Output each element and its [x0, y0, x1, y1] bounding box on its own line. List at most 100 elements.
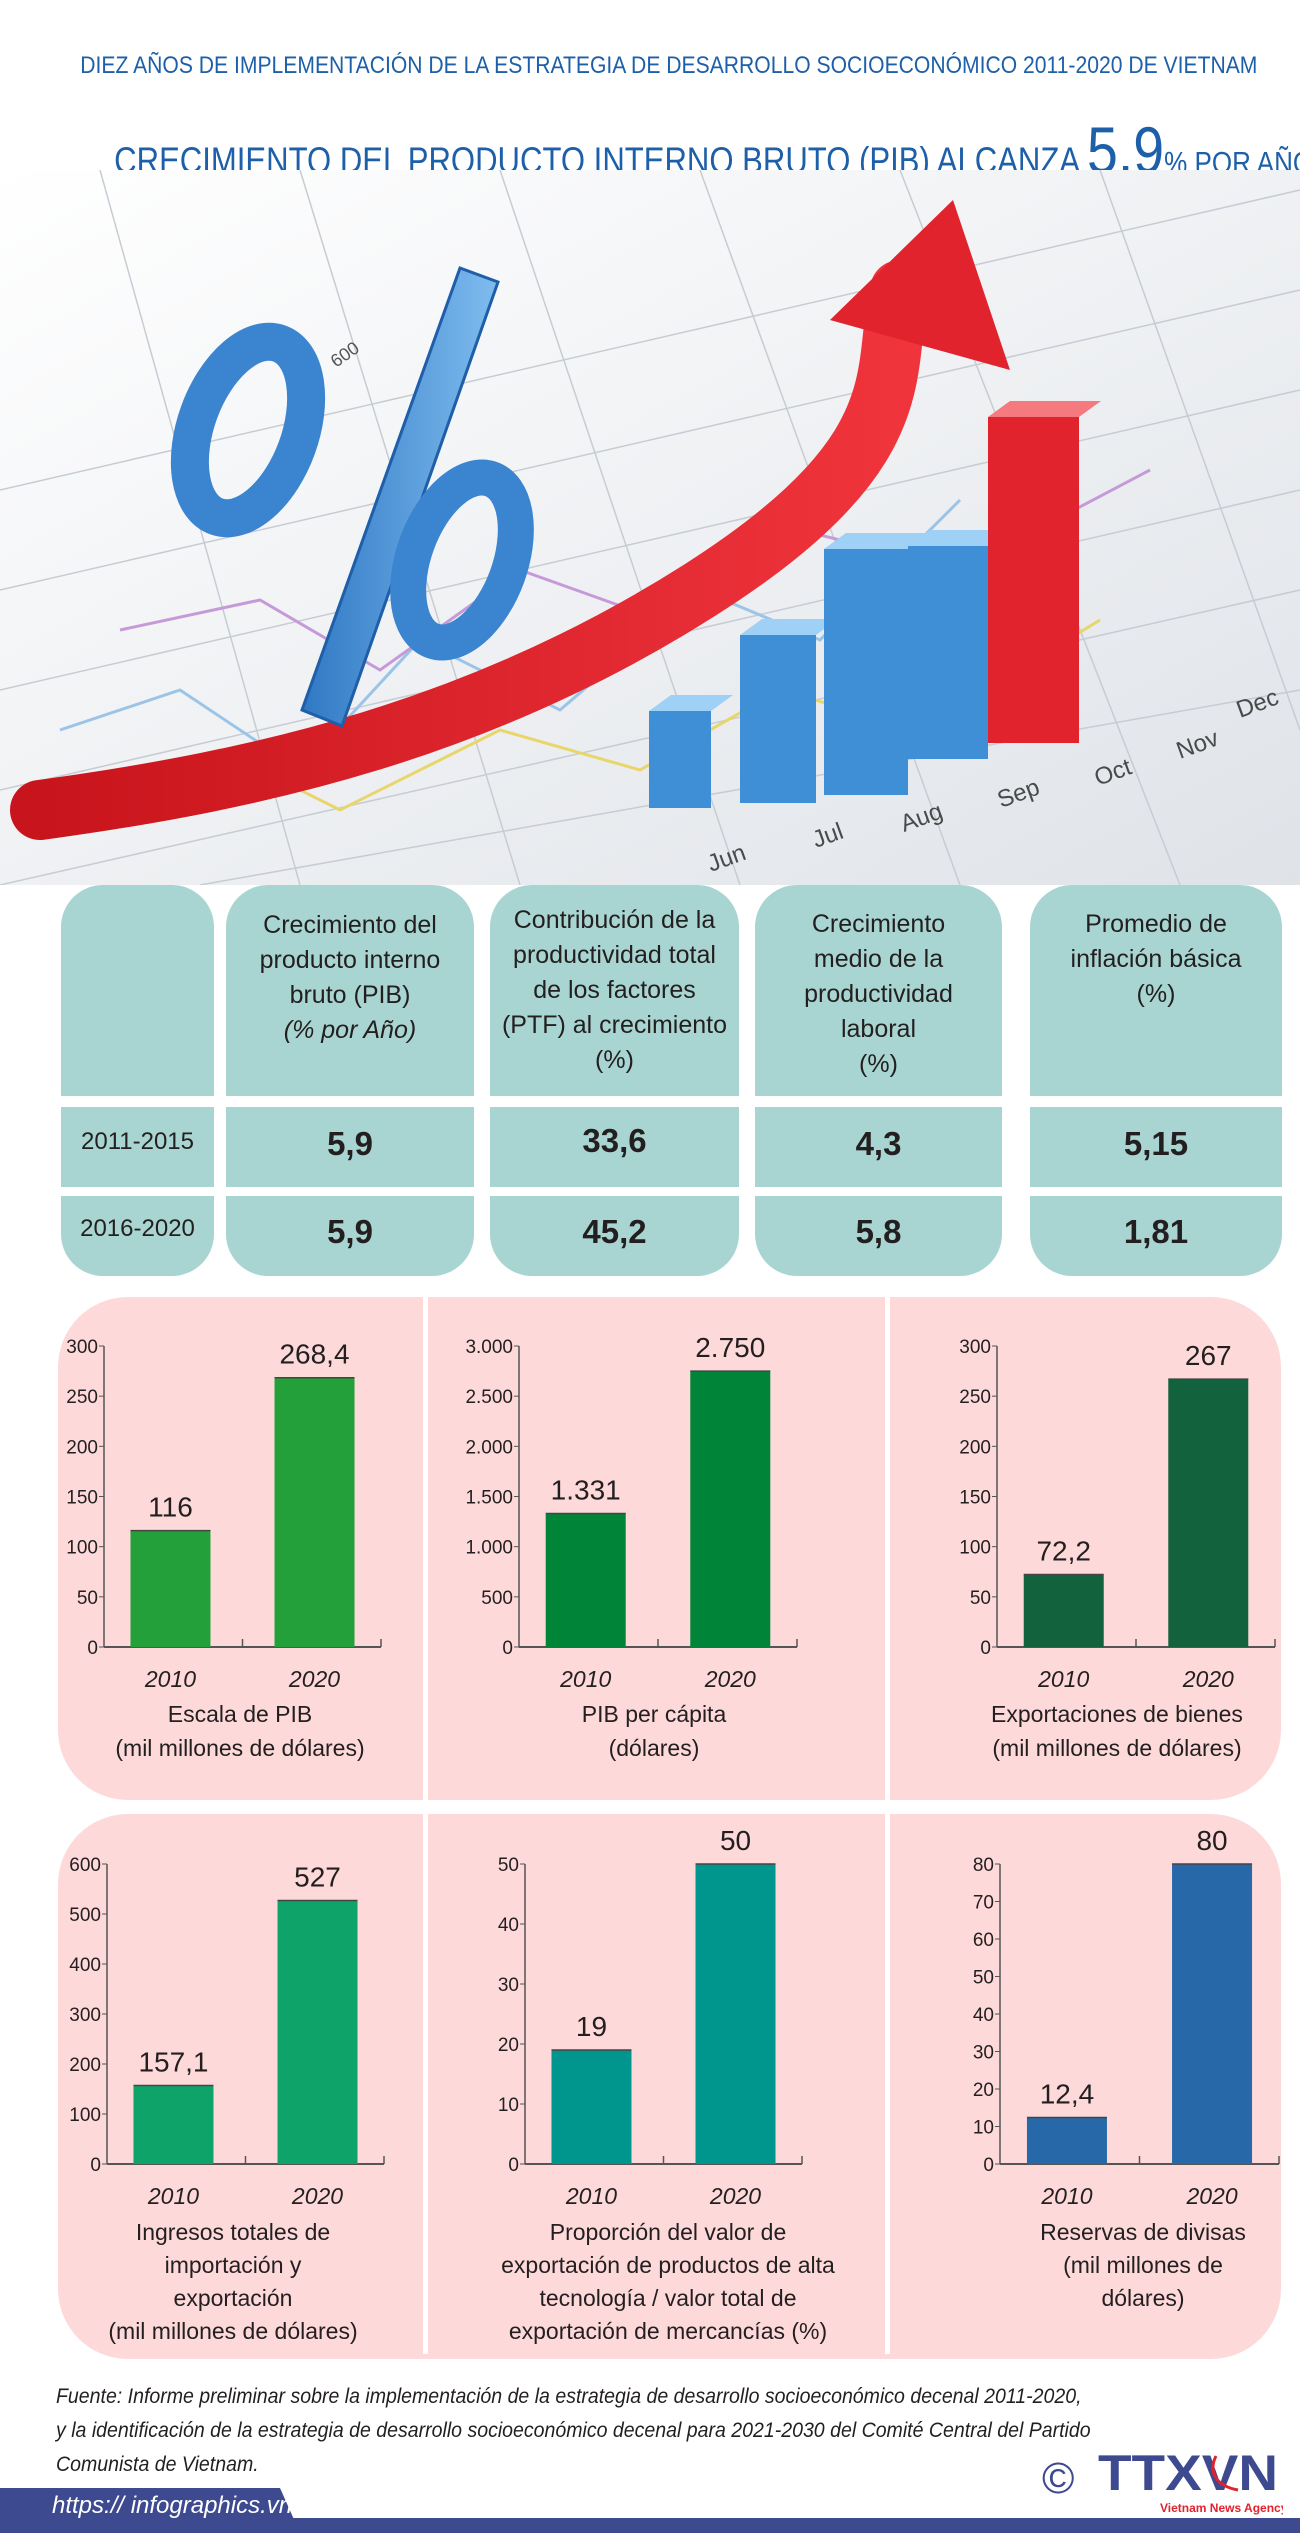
y-tick-label: 400: [69, 1955, 101, 1976]
y-tick-label: 150: [959, 1488, 991, 1509]
logo-text: TTXVN: [1098, 2446, 1278, 2501]
footer-url-link[interactable]: https:// infographics.vn: [52, 2492, 293, 2519]
chart-title-line: exportación: [174, 2285, 293, 2311]
bar-chart: 0 50 100 150 200 250 300 116 2010 268,4 2020 Escala…: [66, 1337, 382, 1761]
chart-title-line: dólares): [1101, 2285, 1184, 2311]
x-category-label: 2020: [1185, 2183, 1237, 2209]
bar-chart: 0 100 200 300 400 500 600 157,1 2010 527 2020 Ingre…: [69, 1855, 385, 2344]
chart-title-line: (mil millones de: [1063, 2252, 1223, 2278]
bar-value-label: 527: [294, 1862, 341, 1893]
bar-chart: 0 50 100 150 200 250 300 72,2 2010 267 2020 Exporta…: [959, 1337, 1276, 1761]
y-tick-label: 0: [983, 2155, 994, 2176]
y-tick-label: 500: [69, 1905, 101, 1926]
y-tick-label: 2.500: [465, 1387, 513, 1408]
chart-title-line: Ingresos totales de: [136, 2219, 330, 2245]
chart-title-line: exportación de productos de alta: [501, 2252, 835, 2278]
table-row-period: 2011-2015: [81, 1128, 194, 1155]
table-cell: 5,9: [327, 1213, 373, 1250]
bar: [1168, 1379, 1249, 1647]
footer-bar: [0, 2518, 1300, 2533]
x-category-label: 2010: [147, 2183, 199, 2209]
table-column-gdp-growth: [226, 885, 474, 1276]
table-cell: 5,8: [855, 1213, 902, 1250]
y-tick-label: 50: [498, 1855, 519, 1876]
chart-title-line: Proporción del valor de: [550, 2219, 787, 2245]
bar-chart: 0 10 20 30 40 50 19 2010 50 2020 Proporción del va…: [498, 1825, 835, 2344]
bar-value-label: 2.750: [695, 1332, 765, 1363]
panel-divider: [885, 1297, 890, 1800]
table-cell: 5,15: [1123, 1125, 1189, 1162]
table-divider: [58, 1187, 1288, 1196]
bar: [274, 1377, 355, 1647]
chart-title-line: Exportaciones de bienes: [991, 1701, 1243, 1727]
x-category-label: 2020: [1182, 1666, 1234, 1692]
chart-title-line: (mil millones de dólares): [992, 1735, 1241, 1761]
y-tick-label: 200: [959, 1437, 991, 1458]
table-column-tfp: [490, 885, 739, 1276]
y-tick-label: 80: [973, 1855, 994, 1876]
source-line: Comunista de Vietnam.: [56, 2453, 259, 2476]
bar-value-label: 50: [720, 1825, 751, 1856]
bar-chart: 0 10 20 30 40 50 60 70 80 12,4 2010 80 2020 Reservas …: [973, 1825, 1280, 2311]
chart-title-line: (mil millones de dólares): [108, 2318, 357, 2344]
x-category-label: 2010: [565, 2183, 617, 2209]
y-tick-label: 50: [973, 1968, 994, 1989]
bar-value-label: 267: [1185, 1340, 1232, 1371]
x-category-label: 2010: [559, 1666, 611, 1692]
bar-value-label: 12,4: [1040, 2079, 1095, 2110]
y-tick-label: 2.000: [465, 1437, 513, 1458]
chart-title-line: PIB per cápita: [582, 1701, 727, 1727]
chart-title-line: tecnología / valor total de: [540, 2285, 797, 2311]
bar-value-label: 72,2: [1036, 1536, 1091, 1567]
bar: [1026, 2117, 1107, 2164]
panel-divider: [423, 1297, 428, 1800]
bar-value-label: 116: [148, 1492, 193, 1523]
red-arrow-shaft: [10, 260, 930, 840]
y-tick-label: 100: [959, 1538, 991, 1559]
y-tick-label: 60: [973, 1930, 994, 1951]
y-tick-label: 100: [66, 1538, 98, 1559]
chart-title-line: importación y: [165, 2252, 302, 2278]
bar: [1172, 1864, 1253, 2164]
panel-divider: [423, 1814, 428, 2354]
x-category-label: 2020: [291, 2183, 343, 2209]
y-tick-label: 40: [498, 1915, 519, 1936]
table-column-inflation: [1030, 885, 1282, 1276]
y-tick-label: 300: [69, 2005, 101, 2026]
y-tick-label: 3.000: [465, 1337, 513, 1358]
y-tick-label: 0: [502, 1638, 513, 1659]
ttxvn-logo: TTXVN Vietnam News Agency: [1098, 2446, 1283, 2515]
table-column-labor-productivity: [755, 885, 1002, 1276]
x-category-label: 2020: [288, 1666, 340, 1692]
y-tick-label: 20: [498, 2035, 519, 2056]
table-header-tfp: Contribución de la productividad total d…: [501, 906, 728, 1074]
bar: [1023, 1574, 1104, 1647]
table-row-period: 2016-2020: [80, 1215, 195, 1242]
chart-title-line: (dólares): [609, 1735, 700, 1761]
y-tick-label: 500: [481, 1588, 513, 1609]
table-cell: 5,9: [327, 1125, 373, 1162]
y-tick-label: 50: [77, 1588, 98, 1609]
bar: [695, 1864, 776, 2164]
y-tick-label: 40: [973, 2005, 994, 2026]
bar: [545, 1513, 626, 1647]
y-tick-label: 200: [66, 1437, 98, 1458]
y-tick-label: 0: [980, 1638, 991, 1659]
y-tick-label: 300: [66, 1337, 98, 1358]
y-tick-label: 10: [973, 2118, 994, 2139]
bar: [551, 2050, 632, 2164]
red-arrow-head: [830, 200, 1010, 370]
y-tick-label: 1.000: [465, 1538, 513, 1559]
bar-value-label: 1.331: [551, 1474, 621, 1505]
y-tick-label: 150: [66, 1488, 98, 1509]
x-category-label: 2010: [144, 1666, 196, 1692]
table-cell: 1,81: [1123, 1213, 1189, 1250]
x-category-label: 2010: [1040, 2183, 1092, 2209]
table-cell: 4,3: [855, 1125, 902, 1162]
chart-title-line: Escala de PIB: [168, 1701, 312, 1727]
x-category-label: 2010: [1037, 1666, 1089, 1692]
y-tick-label: 300: [959, 1337, 991, 1358]
bar-value-label: 268,4: [279, 1339, 349, 1370]
